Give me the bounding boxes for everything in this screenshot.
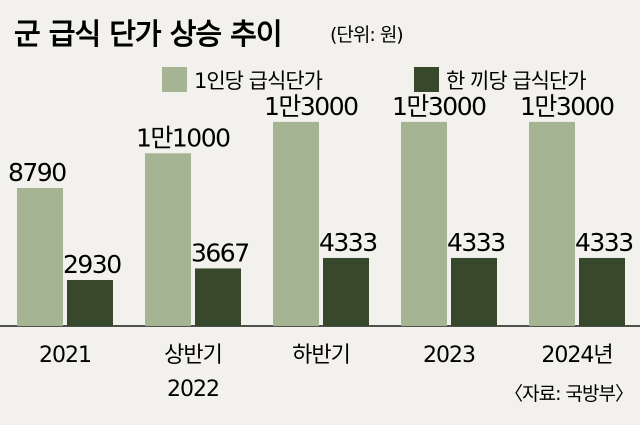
legend-swatch-per-meal xyxy=(414,67,439,92)
bar-series0-cat2 xyxy=(273,121,319,327)
x-tick-label-4-0: 2024년 xyxy=(541,343,612,368)
value-label-series0-cat2: 1만3000 xyxy=(264,92,358,121)
x-tick-label-1-1: 2022 xyxy=(167,377,219,402)
value-label-series1-cat3: 4333 xyxy=(447,228,505,257)
legend-swatch-per-person xyxy=(162,67,187,92)
bar-series0-cat1 xyxy=(145,153,191,326)
bar-series1-cat0 xyxy=(67,279,113,326)
x-tick-label-0-0: 2021 xyxy=(39,343,91,368)
x-tick-label-3-0: 2023 xyxy=(423,343,475,368)
bar-series1-cat3 xyxy=(451,257,497,326)
value-label-series0-cat0: 8790 xyxy=(8,158,66,187)
chart-title: 군 급식 단가 상승 추이 xyxy=(14,17,282,51)
value-label-series0-cat1: 1만1000 xyxy=(136,123,230,152)
x-tick-label-1-0: 상반기 xyxy=(164,343,222,368)
value-labels: 8790 2930 1만1000 3667 1만3000 4333 1만3000 4333 1만… xyxy=(8,92,634,279)
source-note: 〈자료: 국방부〉 xyxy=(504,383,633,405)
value-label-series0-cat4: 1만3000 xyxy=(520,92,614,121)
legend-label-per-meal: 한 끼당 급식단가 xyxy=(446,69,586,93)
bar-series0-cat3 xyxy=(401,121,447,327)
x-tick-labels: 2021 상반기 2022 하반기 2023 2024년 xyxy=(39,343,614,402)
bar-series0-cat4 xyxy=(529,121,575,327)
bar-series1-cat4 xyxy=(579,257,625,326)
bar-series1-cat1 xyxy=(195,268,241,326)
value-label-series1-cat4: 4333 xyxy=(575,228,633,257)
x-tick-label-2-0: 하반기 xyxy=(292,343,350,368)
value-label-series1-cat0: 2930 xyxy=(63,250,121,279)
legend: 1인당 급식단가 한 끼당 급식단가 xyxy=(162,67,587,93)
bar-series1-cat2 xyxy=(323,257,369,326)
value-label-series0-cat3: 1만3000 xyxy=(392,92,486,121)
chart-unit: (단위: 원) xyxy=(330,24,403,46)
value-label-series1-cat2: 4333 xyxy=(319,228,377,257)
bars xyxy=(17,121,625,327)
value-label-series1-cat1: 3667 xyxy=(191,238,249,267)
legend-label-per-person: 1인당 급식단가 xyxy=(194,69,323,93)
bar-series0-cat0 xyxy=(17,187,63,326)
